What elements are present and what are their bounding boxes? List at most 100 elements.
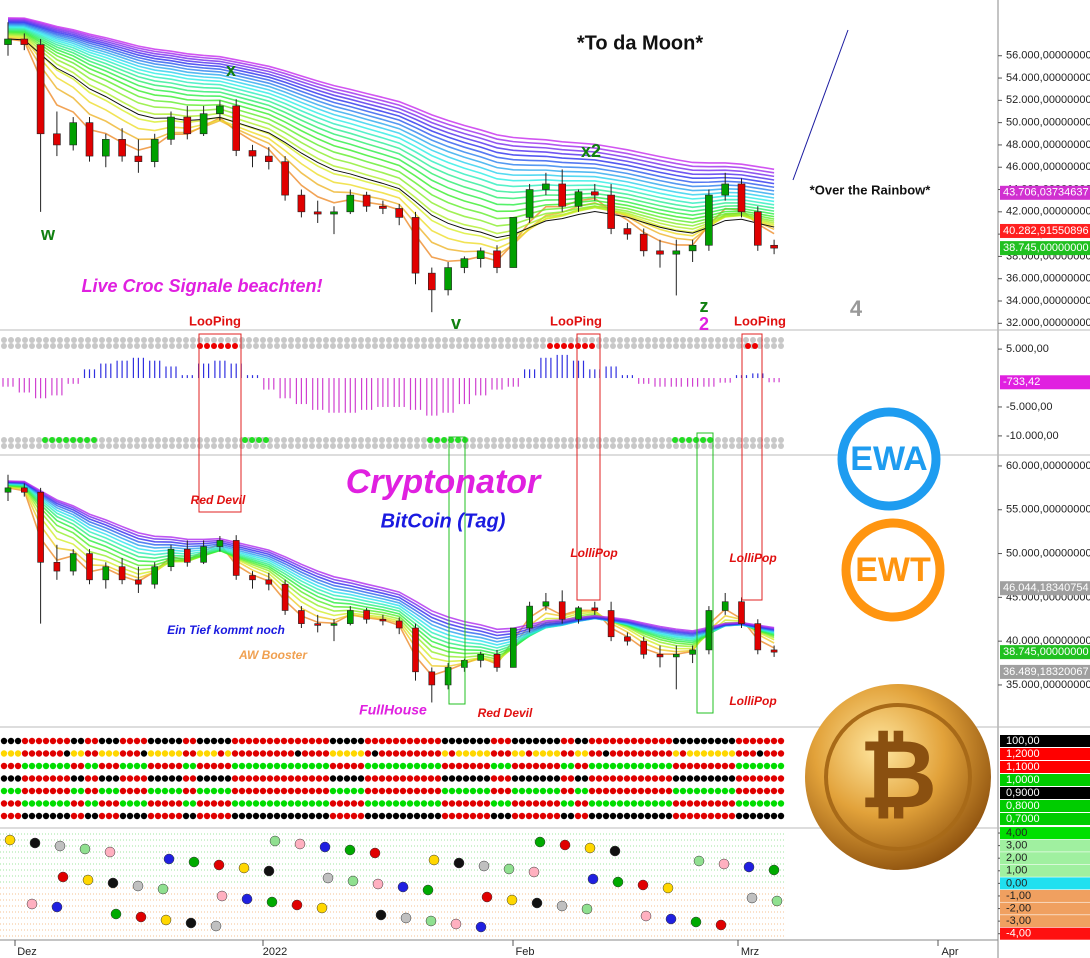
signal-dot	[245, 762, 253, 770]
signal-dot	[701, 337, 707, 343]
signal-dot	[693, 855, 705, 867]
signal-dot	[567, 787, 575, 795]
signal-dot	[581, 812, 589, 820]
signal-dot	[532, 812, 540, 820]
signal-dot	[617, 437, 623, 443]
signal-dot	[455, 762, 463, 770]
signal-dot	[57, 343, 63, 349]
signal-dot	[659, 437, 665, 443]
signal-dot	[463, 343, 469, 349]
candle-body	[623, 228, 632, 235]
signal-dot	[553, 775, 561, 782]
signal-dot	[98, 775, 106, 782]
signal-dot	[406, 812, 414, 820]
signal-dot	[77, 787, 85, 795]
signal-dot	[722, 437, 728, 443]
signal-dot	[232, 343, 238, 349]
signal-dot	[273, 800, 281, 807]
signal-dot	[155, 343, 161, 349]
candle-body	[721, 601, 729, 611]
signal-dot	[135, 911, 147, 923]
badge-text: EWT	[855, 551, 931, 589]
signal-dot	[98, 737, 106, 745]
signal-dot	[455, 812, 463, 820]
signal-dot	[218, 437, 224, 443]
signal-dot	[658, 800, 666, 807]
signal-dot	[385, 800, 393, 807]
signal-dot	[686, 762, 694, 770]
signal-dot	[1, 437, 7, 443]
signal-dot	[182, 787, 190, 795]
signal-dot	[197, 437, 203, 443]
signal-dot	[308, 762, 316, 770]
annotation: x2	[581, 141, 601, 161]
signal-dot	[256, 437, 262, 443]
signal-dot	[238, 862, 250, 874]
signal-dot	[407, 437, 413, 443]
signal-dot	[560, 737, 568, 745]
candle-body	[281, 583, 289, 611]
signal-dot	[260, 343, 266, 349]
signal-dot	[491, 343, 497, 349]
signal-dot	[119, 775, 127, 782]
signal-dot	[707, 762, 715, 770]
signal-dot	[673, 443, 679, 449]
signal-dot	[589, 337, 595, 343]
signal-dot	[644, 787, 652, 795]
signal-dot	[399, 800, 407, 807]
signal-dot	[280, 787, 288, 795]
signal-dot	[469, 737, 477, 745]
ribbon	[7, 19, 775, 178]
candle-body	[265, 579, 273, 585]
signal-dot	[154, 787, 162, 795]
signal-dot	[595, 787, 603, 795]
signal-dot	[280, 812, 288, 820]
signal-dot	[609, 787, 617, 795]
signal-dot	[119, 762, 127, 770]
signal-dot	[365, 443, 371, 449]
signal-dot	[700, 750, 708, 757]
signal-dot	[596, 437, 602, 443]
signal-dot	[302, 337, 308, 343]
signal-dot	[106, 337, 112, 343]
tick-background	[1000, 902, 1090, 915]
signal-dot	[301, 787, 309, 795]
signal-dot	[322, 872, 334, 884]
signal-dot	[330, 443, 336, 449]
signal-dot	[385, 762, 393, 770]
signal-dot	[315, 787, 323, 795]
signal-dot	[141, 343, 147, 349]
signal-dot	[49, 812, 57, 820]
signal-dot	[771, 437, 777, 443]
y-tick-label: 34.000,00000000	[1006, 295, 1090, 307]
signal-dot	[246, 343, 252, 349]
signal-dot	[441, 812, 449, 820]
signal-dot	[714, 775, 722, 782]
signal-dot	[203, 737, 211, 745]
signal-dot	[147, 775, 155, 782]
signal-dot	[519, 337, 525, 343]
signal-dot	[427, 812, 435, 820]
signal-dot	[225, 437, 231, 443]
signal-dot	[778, 343, 784, 349]
signal-dot	[0, 737, 8, 745]
signal-dot	[574, 800, 582, 807]
signal-dot	[322, 787, 330, 795]
signal-dot	[574, 812, 582, 820]
signal-dot	[154, 762, 162, 770]
signal-dot	[584, 842, 596, 854]
signal-dot	[204, 337, 210, 343]
signal-dot	[490, 787, 498, 795]
signal-dot	[169, 437, 175, 443]
signal-dot	[477, 337, 483, 343]
signal-dot	[188, 856, 200, 868]
y-tick-label: 50.000,00000000	[1006, 117, 1090, 129]
signal-dot	[217, 750, 225, 757]
ribbon	[7, 484, 775, 655]
signal-dot	[140, 737, 148, 745]
signal-dot	[266, 896, 278, 908]
signal-dot	[175, 750, 183, 757]
signal-dot	[99, 337, 105, 343]
tick-background	[1000, 839, 1090, 852]
